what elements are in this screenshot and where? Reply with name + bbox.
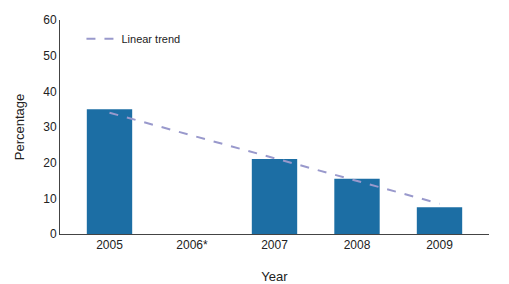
- svg-text:2006*: 2006*: [176, 238, 208, 252]
- svg-text:Linear trend: Linear trend: [121, 33, 180, 45]
- svg-text:10: 10: [43, 192, 57, 206]
- svg-text:40: 40: [43, 85, 57, 99]
- svg-text:20: 20: [43, 156, 57, 170]
- svg-text:2009: 2009: [426, 238, 453, 252]
- svg-text:30: 30: [43, 120, 57, 134]
- svg-text:0: 0: [50, 227, 57, 241]
- svg-text:Percentage: Percentage: [12, 94, 27, 161]
- svg-text:50: 50: [43, 49, 57, 63]
- svg-text:2008: 2008: [344, 238, 371, 252]
- svg-text:60: 60: [43, 13, 57, 27]
- svg-text:2007: 2007: [261, 238, 288, 252]
- svg-text:2005: 2005: [96, 238, 123, 252]
- svg-text:Year: Year: [261, 269, 288, 284]
